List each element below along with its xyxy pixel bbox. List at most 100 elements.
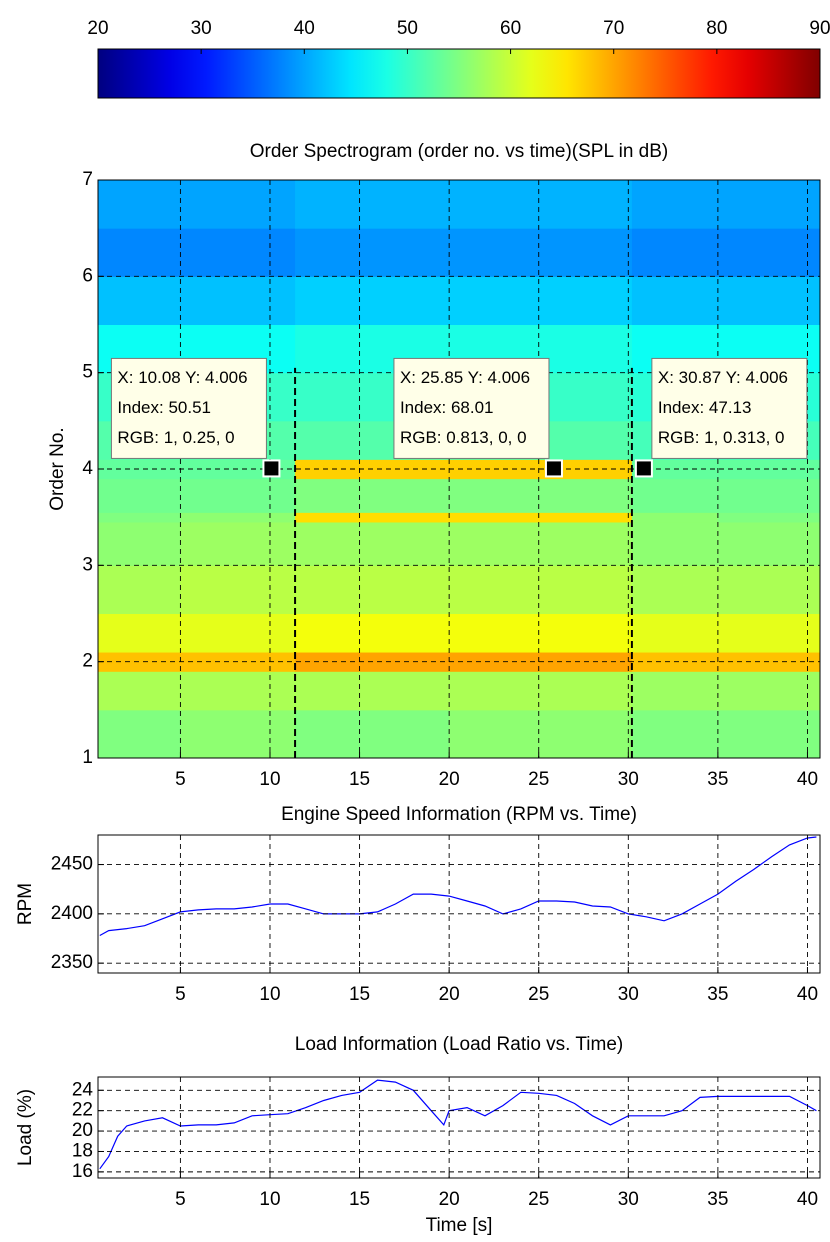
colorbar-tick-label: 90 xyxy=(809,18,830,39)
heatmap-cell xyxy=(449,565,633,614)
datatip-text: X: 25.85 Y: 4.006 xyxy=(400,368,530,387)
heatmap-cell xyxy=(449,671,633,711)
datatip-box xyxy=(110,357,267,459)
heatmap-cell xyxy=(180,512,296,523)
heatmap-cell xyxy=(98,512,181,523)
datatip-text: Index: 50.51 xyxy=(117,398,211,417)
y-tick-label: 6 xyxy=(82,265,93,286)
y-tick-label: 2450 xyxy=(51,854,93,875)
chart-title: Order Spectrogram (order no. vs time)(SP… xyxy=(250,141,669,162)
heatmap-cell xyxy=(98,228,181,277)
x-tick-label: 25 xyxy=(528,984,549,1005)
axes-frame xyxy=(97,834,821,974)
heatmap-cell xyxy=(449,276,633,325)
heatmap-cell xyxy=(717,228,821,277)
heatmap-cell xyxy=(180,478,296,513)
x-tick-label: 35 xyxy=(707,984,728,1005)
heatmap-cell xyxy=(295,521,450,566)
heatmap-cell xyxy=(98,613,181,653)
heatmap-cell xyxy=(631,512,719,523)
chart-title: Load Information (Load Ratio vs. Time) xyxy=(295,1034,623,1055)
datatip-text: Index: 68.01 xyxy=(400,398,494,417)
x-tick-label: 20 xyxy=(439,769,460,790)
x-tick-label: 20 xyxy=(439,984,460,1005)
heatmap-cell xyxy=(180,671,296,711)
datatip-text: RGB: 0.813, 0, 0 xyxy=(400,428,527,447)
x-tick-label: 25 xyxy=(528,769,549,790)
colorbar-tick-label: 30 xyxy=(191,18,212,39)
colorbar-tick-label: 70 xyxy=(603,18,624,39)
y-axis-label: Load (%) xyxy=(15,1089,36,1166)
heatmap-cell xyxy=(631,565,719,614)
x-tick-label: 30 xyxy=(618,769,639,790)
x-tick-label: 40 xyxy=(797,984,818,1005)
heatmap-cell xyxy=(180,565,296,614)
y-tick-label: 20 xyxy=(72,1120,93,1141)
y-tick-label: 18 xyxy=(72,1140,93,1161)
y-tick-label: 22 xyxy=(72,1100,93,1121)
x-tick-label: 20 xyxy=(439,1189,460,1210)
y-tick-label: 5 xyxy=(82,362,93,383)
heatmap-cell xyxy=(180,276,296,325)
heatmap-cell xyxy=(717,709,821,759)
heatmap-cell xyxy=(180,180,296,229)
y-axis-label: Order No. xyxy=(47,427,68,510)
heatmap-cell xyxy=(631,709,719,759)
x-tick-label: 5 xyxy=(175,769,186,790)
datatip-marker xyxy=(634,459,653,478)
x-axis-label: Time [s] xyxy=(426,1215,493,1236)
heatmap-cell xyxy=(98,276,181,325)
x-tick-label: 15 xyxy=(349,769,370,790)
heatmap-cell xyxy=(295,512,450,523)
heatmap-cell xyxy=(631,478,719,513)
x-tick-label: 10 xyxy=(259,984,280,1005)
colorbar xyxy=(97,48,821,99)
chart-title: Engine Speed Information (RPM vs. Time) xyxy=(281,804,637,825)
line xyxy=(99,836,817,937)
datatip-text: RGB: 1, 0.25, 0 xyxy=(117,428,234,447)
heatmap-cell xyxy=(295,565,450,614)
heatmap-cell xyxy=(449,521,633,566)
heatmap-cell xyxy=(631,613,719,653)
heatmap-cell xyxy=(631,671,719,711)
heatmap-cell xyxy=(295,478,450,513)
datatip-marker xyxy=(262,459,281,478)
heatmap-cell xyxy=(717,652,821,672)
heatmap-cell xyxy=(449,228,633,277)
colorbar-tick-label: 40 xyxy=(294,18,315,39)
heatmap-cell xyxy=(180,521,296,566)
x-tick-label: 5 xyxy=(175,984,186,1005)
heatmap-cell xyxy=(98,709,181,759)
heatmap-cell xyxy=(449,180,633,229)
heatmap-cell xyxy=(717,512,821,523)
x-tick-label: 30 xyxy=(618,984,639,1005)
heatmap-cell xyxy=(98,478,181,513)
x-tick-label: 40 xyxy=(797,769,818,790)
y-tick-label: 3 xyxy=(82,554,93,575)
heatmap-cell xyxy=(295,276,450,325)
heatmap-cell xyxy=(180,709,296,759)
heatmap-cell xyxy=(631,521,719,566)
heatmap-cell xyxy=(717,478,821,513)
y-tick-label: 2350 xyxy=(51,952,93,973)
y-tick-label: 4 xyxy=(82,458,93,479)
heatmap-cell xyxy=(180,613,296,653)
datatip-marker xyxy=(544,459,563,478)
heatmap-cell xyxy=(98,521,181,566)
heatmap-cell xyxy=(98,459,181,480)
heatmap-cell xyxy=(98,180,181,229)
heatmap-cell xyxy=(631,228,719,277)
heatmap-cell xyxy=(180,228,296,277)
heatmap-cell xyxy=(717,521,821,566)
x-tick-label: 10 xyxy=(259,1189,280,1210)
y-tick-label: 7 xyxy=(82,169,93,190)
y-tick-label: 2400 xyxy=(51,903,93,924)
x-tick-label: 35 xyxy=(707,1189,728,1210)
heatmap-cell xyxy=(295,671,450,711)
heatmap-cell xyxy=(717,276,821,325)
heatmap-cell xyxy=(295,228,450,277)
line xyxy=(99,1079,817,1170)
x-tick-label: 30 xyxy=(618,1189,639,1210)
